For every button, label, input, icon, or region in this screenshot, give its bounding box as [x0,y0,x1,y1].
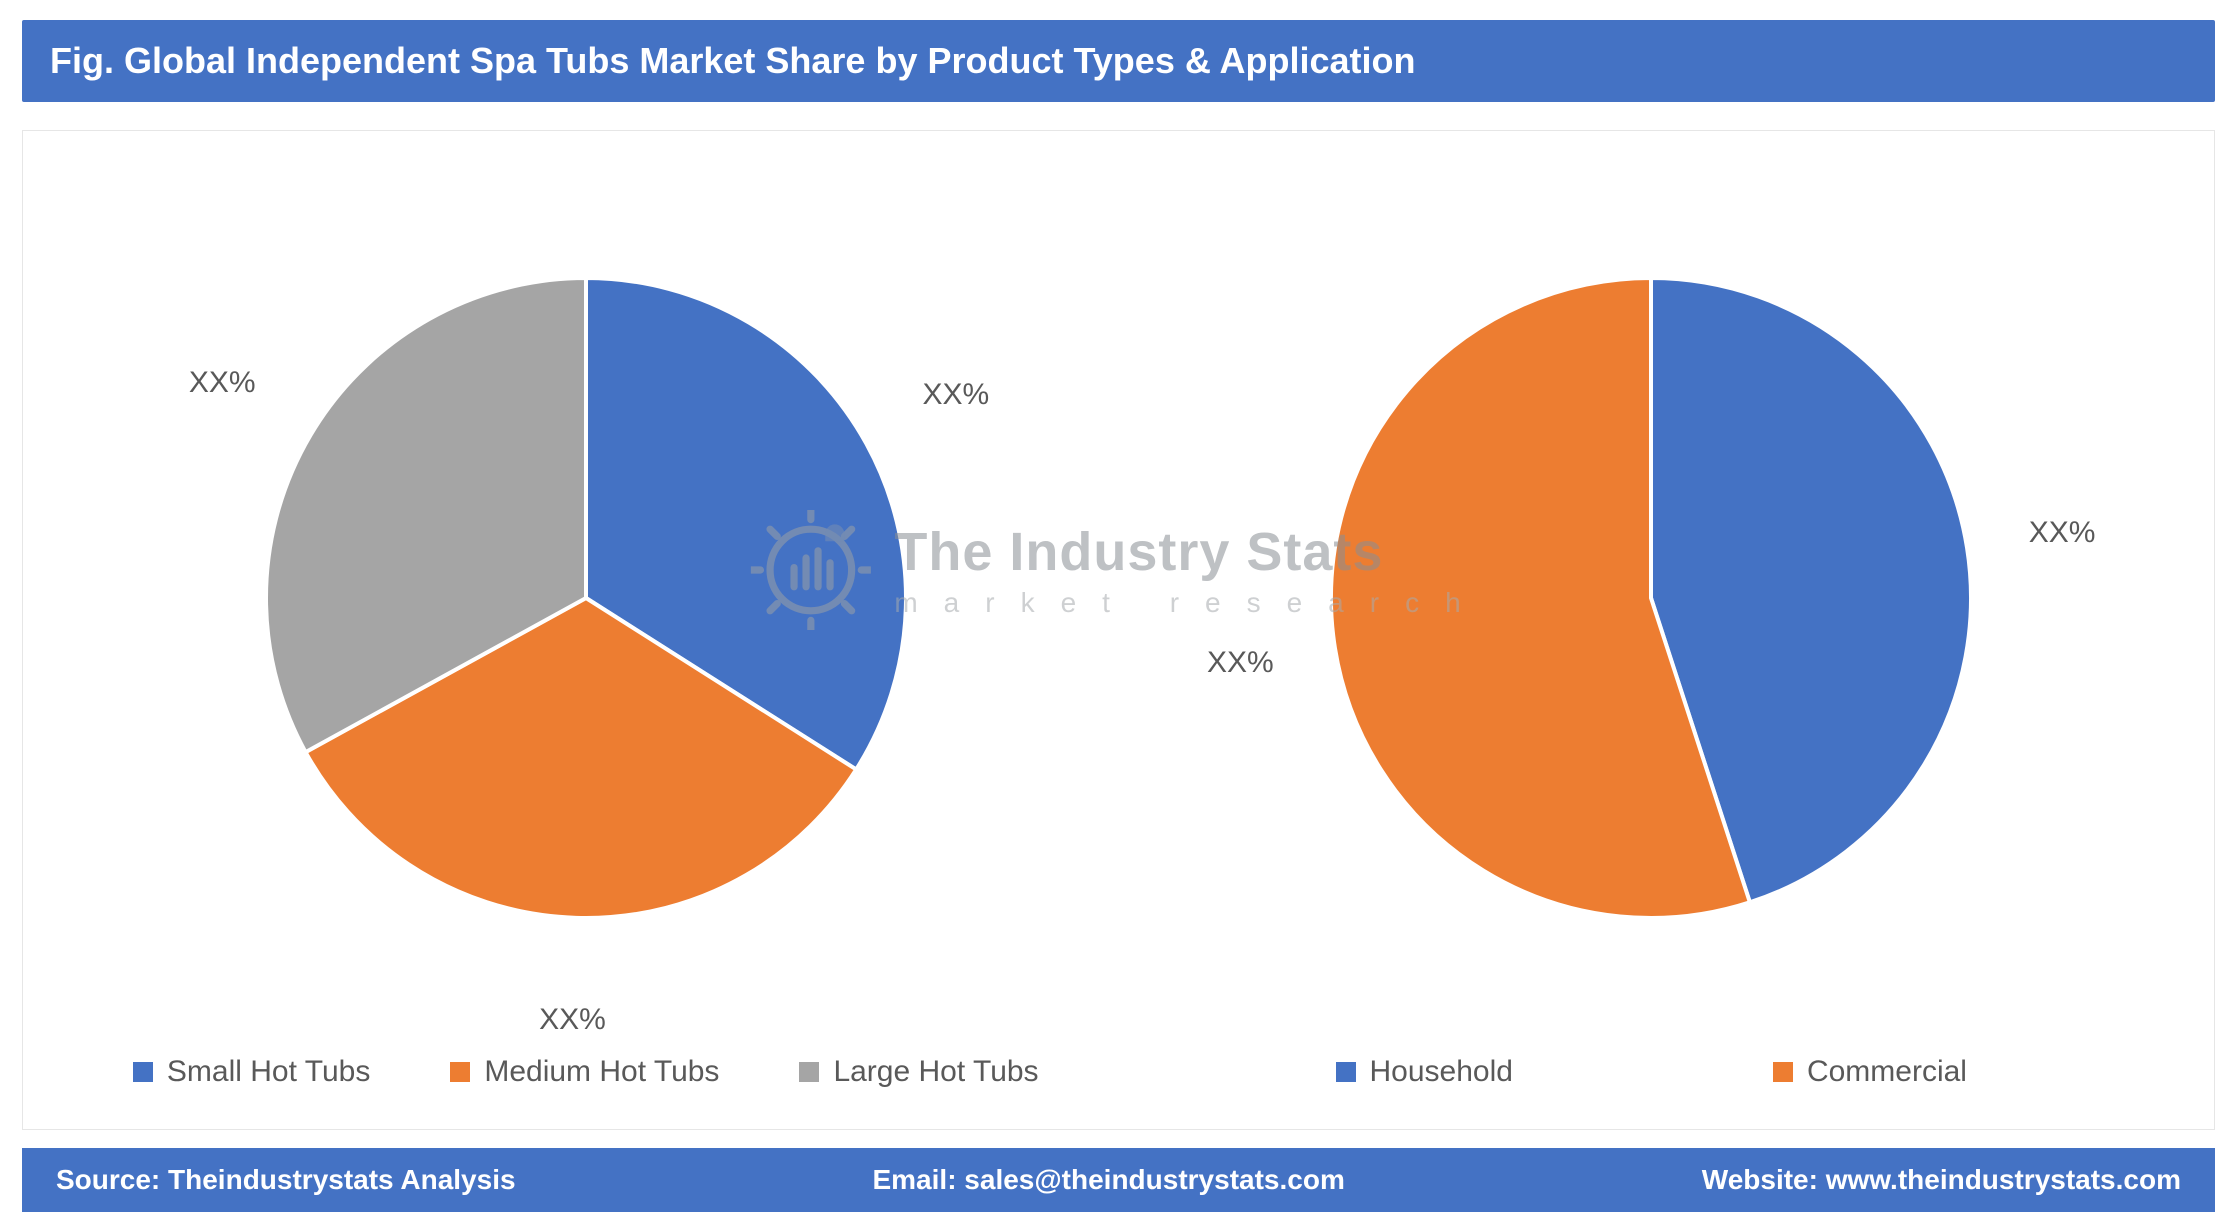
legend-item: Medium Hot Tubs [450,1055,719,1089]
footer-website-value: www.theindustrystats.com [1826,1164,2181,1195]
chart-content-area: XX% XX% XX% Small Hot Tubs Medium Hot Tubs L… [22,130,2215,1130]
application-panel: XX% XX% Household Commercial [1119,161,2185,1119]
footer-source-label: Source: [56,1164,160,1195]
application-chart-area: XX% XX% [1119,161,2185,1035]
legend-swatch [133,1062,153,1082]
legend-label: Small Hot Tubs [167,1055,370,1089]
pie-data-label: XX% [1207,646,1274,680]
pie-data-label: XX% [189,366,256,400]
legend-label: Large Hot Tubs [833,1055,1038,1089]
legend-swatch [1336,1062,1356,1082]
legend-swatch [1773,1062,1793,1082]
product-types-pie: XX%XX%XX% [266,278,906,918]
footer-email-value: sales@theindustrystats.com [964,1164,1345,1195]
footer-website: Website: www.theindustrystats.com [1702,1164,2181,1196]
legend-label: Commercial [1807,1055,1967,1089]
figure-title: Fig. Global Independent Spa Tubs Market … [50,40,1416,81]
product-types-legend: Small Hot Tubs Medium Hot Tubs Large Hot T… [133,1035,1039,1119]
footer-bar: Source: Theindustrystats Analysis Email:… [22,1148,2215,1212]
product-types-panel: XX% XX% XX% Small Hot Tubs Medium Hot Tubs L… [53,161,1119,1119]
legend-item: Commercial [1773,1055,1967,1089]
footer-website-label: Website: [1702,1164,1818,1195]
pie-chart [266,278,906,918]
footer-source: Source: Theindustrystats Analysis [56,1164,516,1196]
legend-item: Small Hot Tubs [133,1055,370,1089]
pie-data-label: XX% [539,1003,606,1037]
footer-email: Email: sales@theindustrystats.com [872,1164,1344,1196]
pie-data-label: XX% [923,378,990,412]
figure-wrapper: Fig. Global Independent Spa Tubs Market … [0,0,2237,1207]
pie-data-label: XX% [2029,516,2096,550]
legend-item: Household [1336,1055,1513,1089]
legend-swatch [799,1062,819,1082]
footer-source-value: Theindustrystats Analysis [168,1164,516,1195]
legend-item: Large Hot Tubs [799,1055,1038,1089]
application-pie: XX%XX% [1331,278,1971,918]
pie-chart [1331,278,1971,918]
footer-email-label: Email: [872,1164,956,1195]
figure-title-bar: Fig. Global Independent Spa Tubs Market … [22,20,2215,102]
application-legend: Household Commercial [1336,1035,1967,1119]
legend-label: Household [1370,1055,1513,1089]
product-types-chart-area: XX% XX% XX% [53,161,1119,1035]
legend-swatch [450,1062,470,1082]
legend-label: Medium Hot Tubs [484,1055,719,1089]
